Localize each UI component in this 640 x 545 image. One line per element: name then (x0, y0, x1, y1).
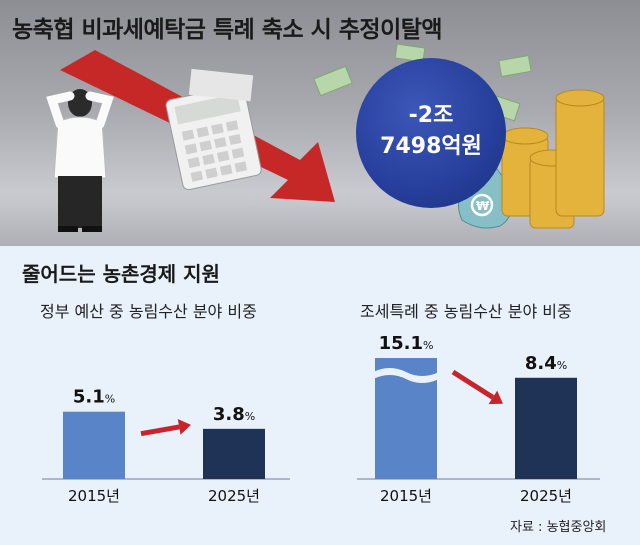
chart-title-left: 정부 예산 중 농림수산 분야 비중 (40, 302, 257, 321)
paper-scrap (188, 68, 254, 102)
calculator-icon (165, 84, 262, 191)
hero-illustration: ₩ 농축협 비과세예탁금 특례 축소 시 추정이탈액 -2조 7498억원 (0, 0, 640, 246)
data-label: 3.8% (213, 404, 255, 425)
amount-line-2: 7498억원 (380, 134, 482, 159)
section-heading: 줄어드는 농촌경제 지원 (22, 262, 220, 286)
trend-arrow (140, 424, 180, 437)
svg-text:₩: ₩ (476, 199, 490, 213)
amount-bubble (356, 58, 506, 208)
coin-stack-icon (501, 89, 605, 229)
source-note: 자료 : 농협중앙회 (510, 520, 607, 535)
bar (63, 411, 125, 479)
tick-label: 2025년 (520, 487, 572, 505)
bar (203, 428, 265, 479)
hero-art: ₩ (46, 43, 605, 232)
bar (515, 377, 577, 479)
data-label: 15.1% (379, 333, 434, 354)
tick-label: 2015년 (380, 487, 432, 505)
axis-break (373, 368, 439, 383)
amount-line-1: -2조 (408, 103, 454, 128)
trend-arrow (451, 369, 495, 400)
chart-title-right: 조세특례 중 농림수산 분야 비중 (360, 302, 572, 321)
tick-label: 2025년 (208, 487, 260, 505)
data-label: 8.4% (525, 353, 567, 374)
page-title: 농축협 비과세예탁금 특례 축소 시 추정이탈액 (12, 17, 443, 43)
worried-person-icon (46, 89, 114, 232)
data-label: 5.1% (73, 387, 115, 408)
trend-arrow-head (177, 419, 191, 435)
trend-arrow-head (488, 390, 503, 405)
amount-bubble-text: -2조 7498억원 (356, 100, 506, 162)
tick-label: 2015년 (68, 487, 120, 505)
